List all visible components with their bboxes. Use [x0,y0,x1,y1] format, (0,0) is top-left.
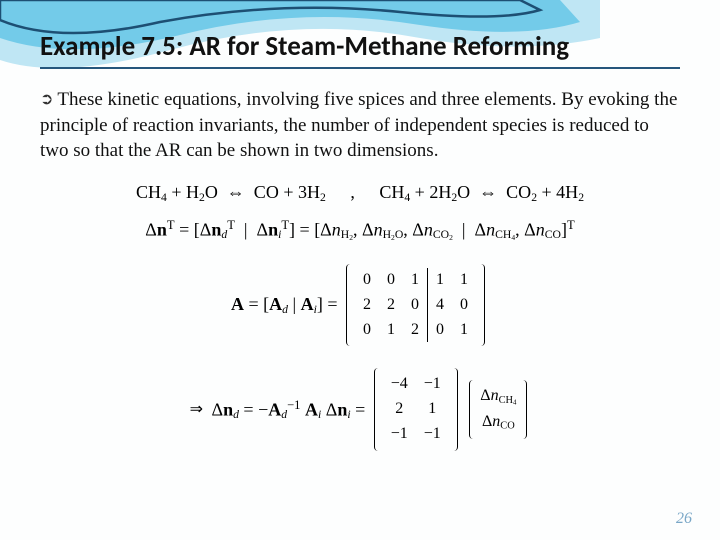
matrix-A-definition: A = [Ad | Ai] = 00111 22040 01201 [40,264,680,346]
reaction-equations: CH4 + H2O ⇔ CO + 3H2 , CH4 + 2H2O ⇔ CO2 … [40,182,680,204]
body-paragraph: ➲These kinetic equations, involving five… [40,87,680,164]
paragraph-text: These kinetic equations, involving five … [40,89,677,161]
reaction-2: CH4 + 2H2O ⇔ CO2 + 4H2 [379,182,584,202]
delta-n-definition: ΔnT = [ΔndT | ΔniT] = [ΔnH2, ΔnH2O, ΔnCO… [40,218,680,242]
delta-n-i-vector: ΔnCH4 ΔnCO [469,380,527,439]
slide-content: Example 7.5: AR for Steam-Methane Reform… [0,0,720,451]
bullet-icon: ➲ [40,91,53,108]
reaction-1: CH4 + H2O ⇔ CO + 3H2 [136,182,326,202]
page-number: 26 [676,510,692,528]
slide-title: Example 7.5: AR for Steam-Methane Reform… [40,30,680,69]
coef-matrix: −4−1 21 −1−1 [374,368,458,450]
matrix-A: 00111 22040 01201 [346,264,485,346]
equations-block: CH4 + H2O ⇔ CO + 3H2 , CH4 + 2H2O ⇔ CO2 … [40,182,680,451]
result-equation: ⇒ Δnd = −Ad−1 Ai Δni = −4−1 21 −1−1 ΔnCH… [40,368,680,450]
